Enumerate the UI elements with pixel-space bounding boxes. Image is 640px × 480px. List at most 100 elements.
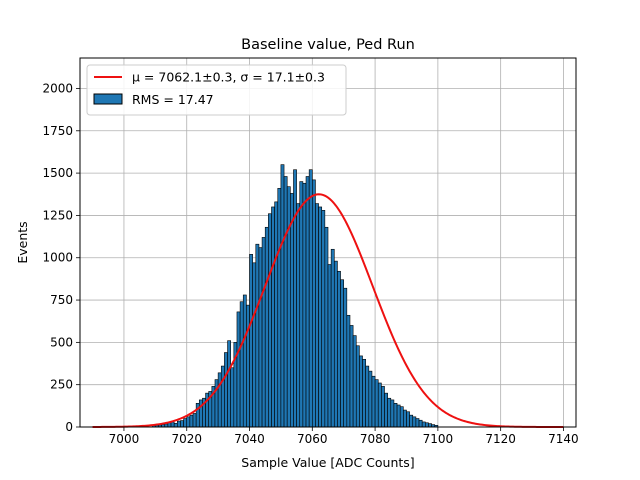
histogram-bar [318,206,323,428]
histogram-bar [264,226,269,428]
histogram-bar [227,340,231,428]
histogram-bar [377,382,382,428]
histogram-bar [393,403,398,428]
x-tick-label-7: 7140 [548,432,579,446]
legend-fit-label: μ = 7062.1±0.3, σ = 17.1±0.3 [132,70,325,85]
histogram-bar [312,179,316,428]
histogram-bar [230,367,235,428]
legend-hist-label: RMS = 17.47 [132,92,214,107]
histogram-bar [340,279,344,428]
histogram-bar [333,260,338,428]
histogram-bar [362,358,366,428]
histogram-bar [170,421,175,428]
histogram-bar [255,243,260,428]
histogram-bar [271,206,275,428]
histogram-bar [421,421,426,428]
x-tick-label-0: 7000 [109,432,140,446]
histogram-bar [252,262,257,428]
histogram-bar [286,186,291,428]
histogram-bars [151,164,439,428]
y-tick-label-8: 2000 [42,81,73,95]
histogram-bar [249,254,253,428]
histogram-bar [330,248,335,428]
histogram-bar [177,420,181,428]
histogram-bar [246,304,250,428]
histogram-bar [268,213,272,428]
y-tick-label-6: 1500 [42,166,73,180]
histogram-bar [224,352,228,428]
histogram-bar [186,416,191,428]
histogram-bar [337,270,341,428]
histogram-bar [189,414,194,428]
histogram-bar [343,287,348,428]
histogram-bar [327,264,332,428]
histogram-bar [315,203,319,428]
histogram-bar [192,413,197,428]
x-tick-label-4: 7080 [360,432,391,446]
y-tick-label-5: 1250 [42,208,73,222]
chart-title: Baseline value, Ped Run [241,37,415,53]
histogram-bar [296,203,301,428]
histogram-bar [217,372,222,428]
x-tick-label-6: 7120 [485,432,516,446]
y-axis-label: Events [15,221,30,263]
histogram-bar [371,375,376,428]
histogram-bar [399,406,404,428]
y-tick-label-4: 1000 [42,251,73,265]
histogram-bar [406,411,410,428]
histogram-bar [302,182,307,428]
histogram-bar [415,418,420,428]
histogram-bar [425,422,429,428]
histogram-bar [180,420,184,428]
y-tick-label-3: 750 [50,293,73,307]
x-axis-label: Sample Value [ADC Counts] [241,455,414,470]
histogram-bar [236,311,241,428]
y-tick-label-2: 500 [50,335,73,349]
histogram-bar [321,210,326,428]
histogram-bar [242,294,247,428]
histogram-bar [308,169,313,428]
x-tick-label-5: 7100 [423,432,454,446]
histogram-bar [403,409,407,428]
histogram-bar [396,404,401,428]
histogram-bar [299,181,304,428]
gaussian-fit-line [92,193,564,428]
legend: μ = 7062.1±0.3, σ = 17.1±0.3 RMS = 17.47 [86,64,347,116]
histogram-bar [349,325,354,428]
histogram-bar [283,176,288,428]
histogram-bar [173,422,178,428]
histogram-bar [418,419,423,428]
y-axis-ticks: 0 250 500 750 1000 1250 1500 1750 2000 [42,81,80,434]
plot-frame [79,57,577,428]
y-tick-label-1: 250 [50,378,73,392]
histogram-bar [258,247,263,428]
histogram-bar [239,301,244,428]
legend-box [86,64,347,116]
y-tick-label-0: 0 [65,420,73,434]
histogram-bar [355,345,360,428]
histogram-bar [220,365,225,428]
histogram-bar [280,164,285,428]
histogram-bar [290,193,294,428]
histogram-bar [274,201,279,428]
histogram-bar [368,370,373,428]
histogram-bar [183,418,188,428]
histogram-bar [412,416,417,428]
y-tick-label-7: 1750 [42,124,73,138]
x-tick-label-2: 7040 [234,432,265,446]
histogram-bar [387,397,392,428]
histogram-bar [381,386,385,428]
legend-hist-swatch [93,93,123,105]
histogram-bar [428,423,432,428]
histogram-bar [359,355,363,428]
x-tick-label-3: 7060 [297,432,328,446]
histogram-bar [324,226,329,428]
histogram-bar [261,237,266,428]
histogram-bar [352,335,357,428]
x-axis-ticks: 7000 7020 7040 7060 7080 7100 7120 7140 [109,427,579,446]
histogram-bar [293,169,297,428]
histogram-bar [390,399,395,428]
x-tick-label-1: 7020 [171,432,202,446]
histogram-bar [384,392,388,428]
